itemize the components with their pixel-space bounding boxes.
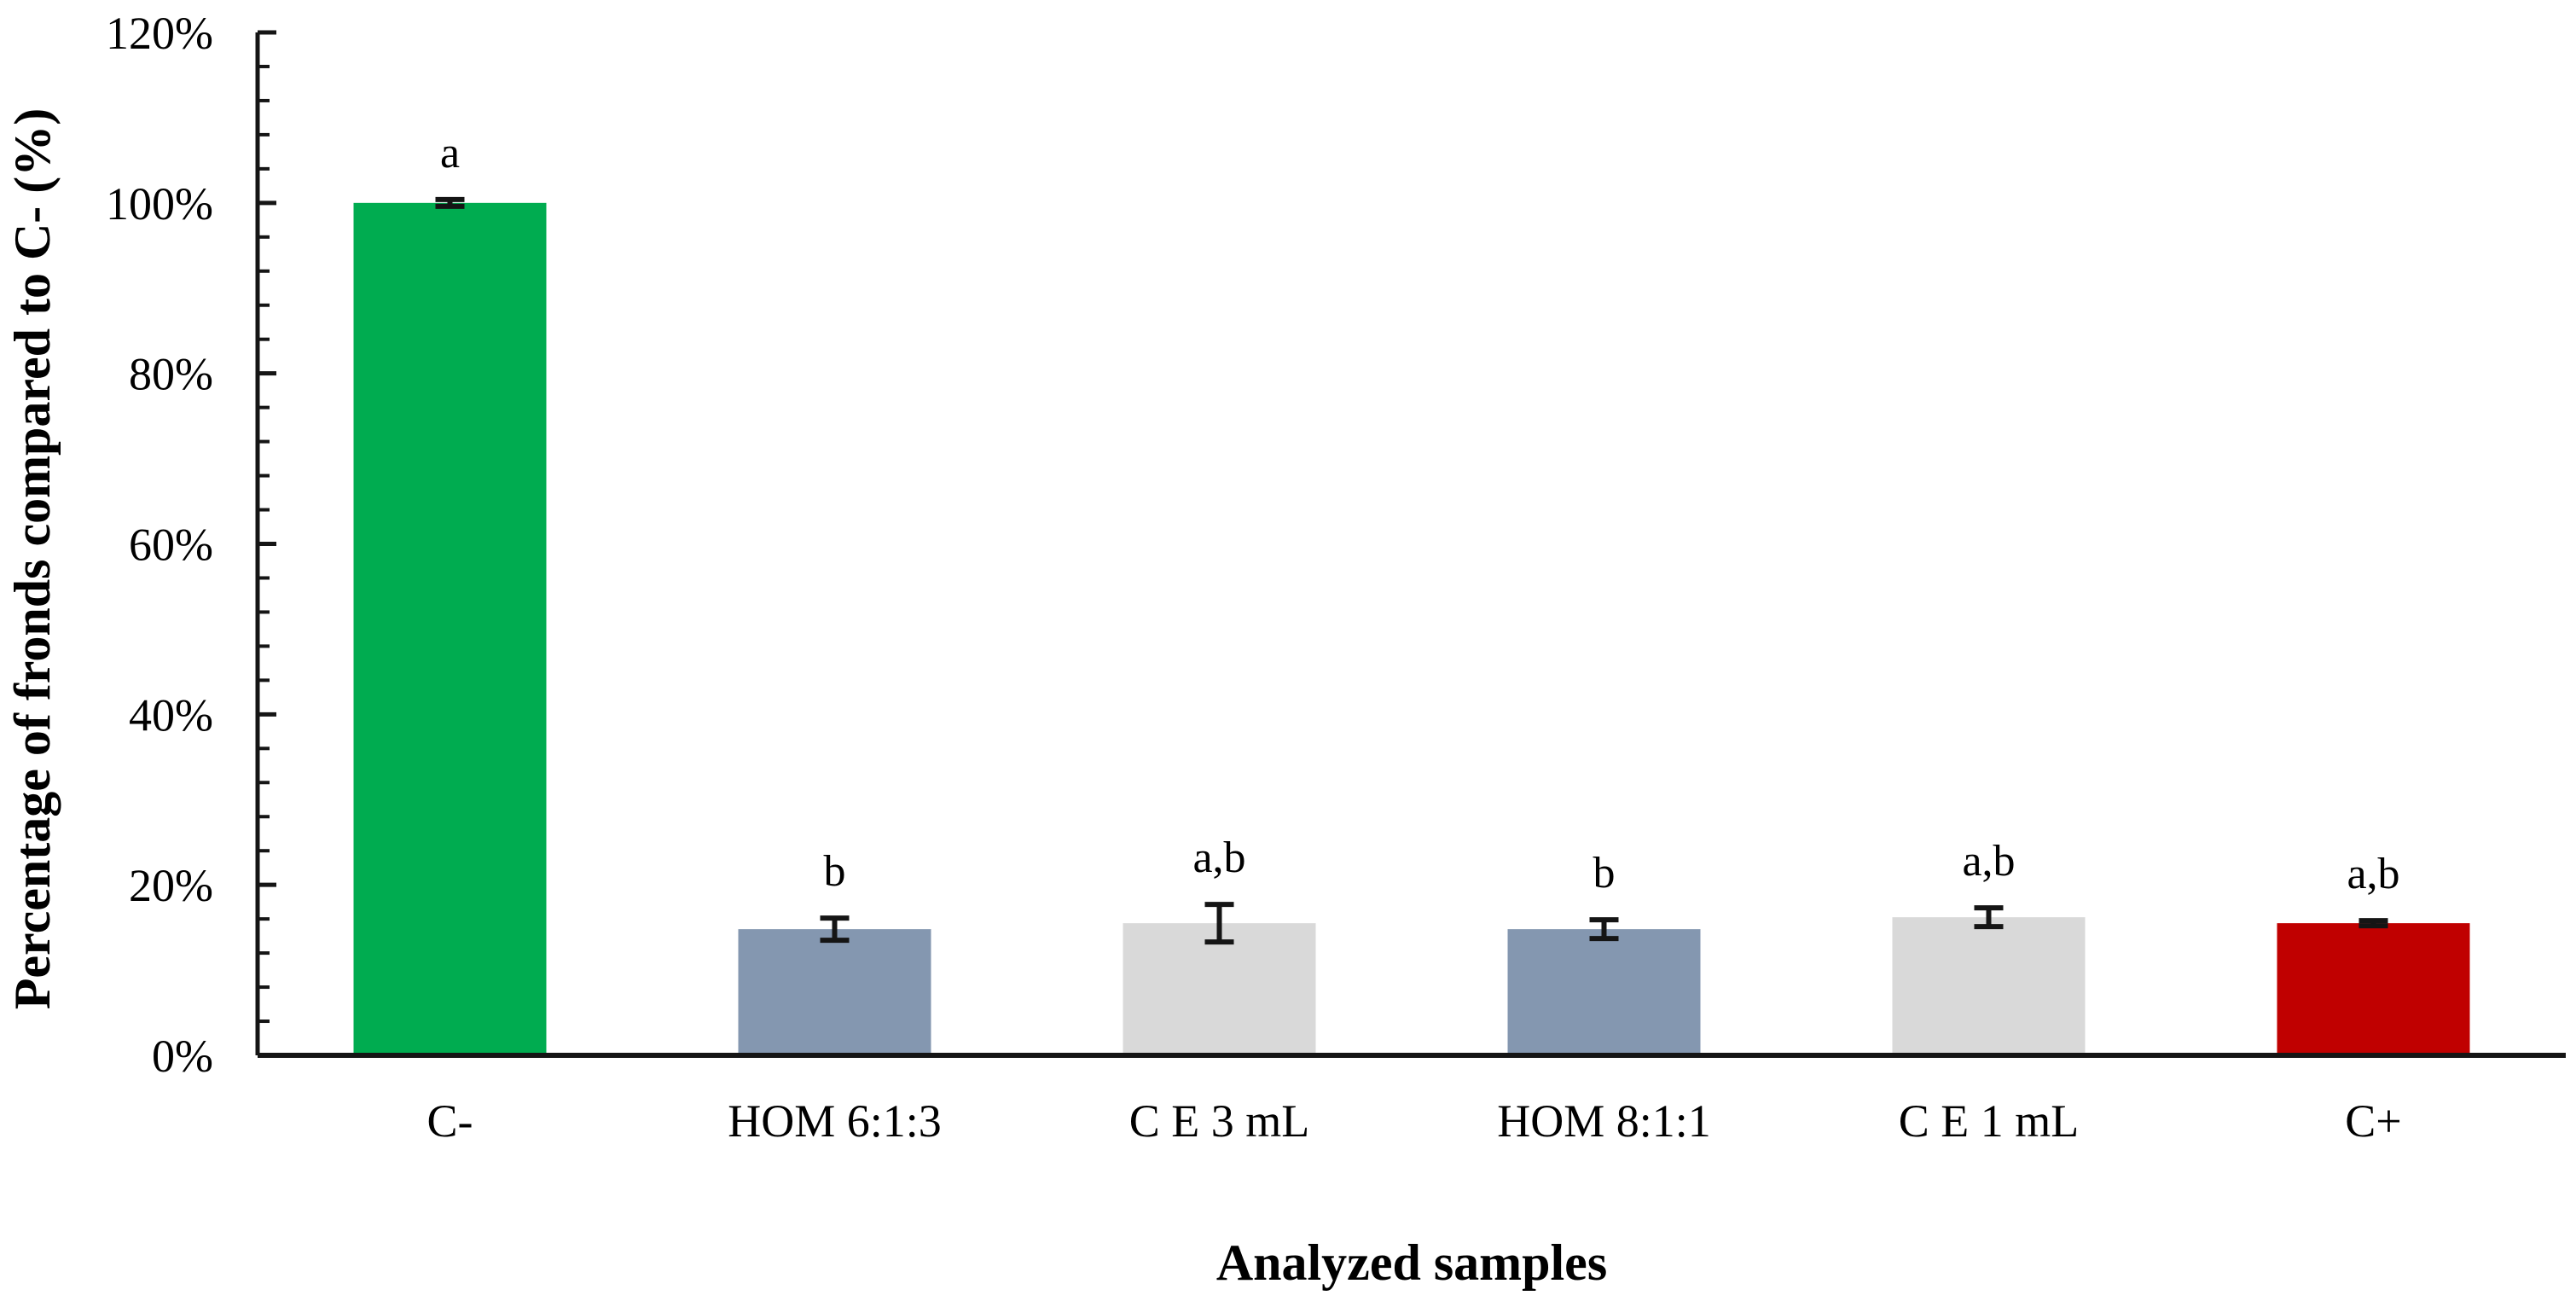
significance-label: b	[1593, 849, 1616, 897]
y-tick-label: 120%	[106, 8, 213, 59]
ticks-group	[258, 30, 276, 1058]
x-axis-title: Analyzed samples	[1216, 1234, 1607, 1291]
y-tick-label: 100%	[106, 178, 213, 229]
y-tick-label: 20%	[129, 860, 213, 911]
bar-C+	[2277, 923, 2470, 1055]
y-tick-label: 60%	[129, 520, 213, 571]
y-tick-label: 80%	[129, 349, 213, 400]
bar-HOM 8:1:1	[1507, 929, 1701, 1055]
significance-labels-group: a b a,b b a,b a,b	[440, 129, 2400, 898]
category-label: HOM 8:1:1	[1497, 1095, 1711, 1147]
y-axis-title: Percentage of fronds compared to C- (%)	[4, 108, 61, 1009]
category-label: C E 1 mL	[1899, 1095, 2080, 1147]
bar-C-	[353, 202, 547, 1056]
axes-group	[255, 32, 2566, 1058]
significance-label: a,b	[1192, 834, 1245, 882]
significance-label: a,b	[1962, 837, 2015, 886]
significance-label: a	[440, 129, 460, 177]
y-tick-label: 40%	[129, 689, 213, 741]
y-tick-label: 0%	[152, 1031, 213, 1082]
bar-C E 3 mL	[1123, 923, 1316, 1055]
category-label: C+	[2345, 1095, 2401, 1147]
category-labels-group: C- HOM 6:1:3 C E 3 mL HOM 8:1:1 C E 1 mL C+	[427, 1095, 2402, 1147]
significance-label: a,b	[2347, 850, 2399, 898]
category-label: C-	[427, 1095, 473, 1147]
category-label: C E 3 mL	[1129, 1095, 1310, 1147]
bar-HOM 6:1:3	[738, 929, 931, 1055]
y-tick-labels-group: 0% 20% 40% 60% 80% 100% 120%	[106, 8, 213, 1082]
category-label: HOM 6:1:3	[728, 1095, 942, 1147]
bars-group	[353, 202, 2470, 1056]
bar-C E 1 mL	[1892, 917, 2086, 1055]
error-bars-group	[435, 196, 2388, 945]
significance-label: b	[824, 847, 846, 896]
